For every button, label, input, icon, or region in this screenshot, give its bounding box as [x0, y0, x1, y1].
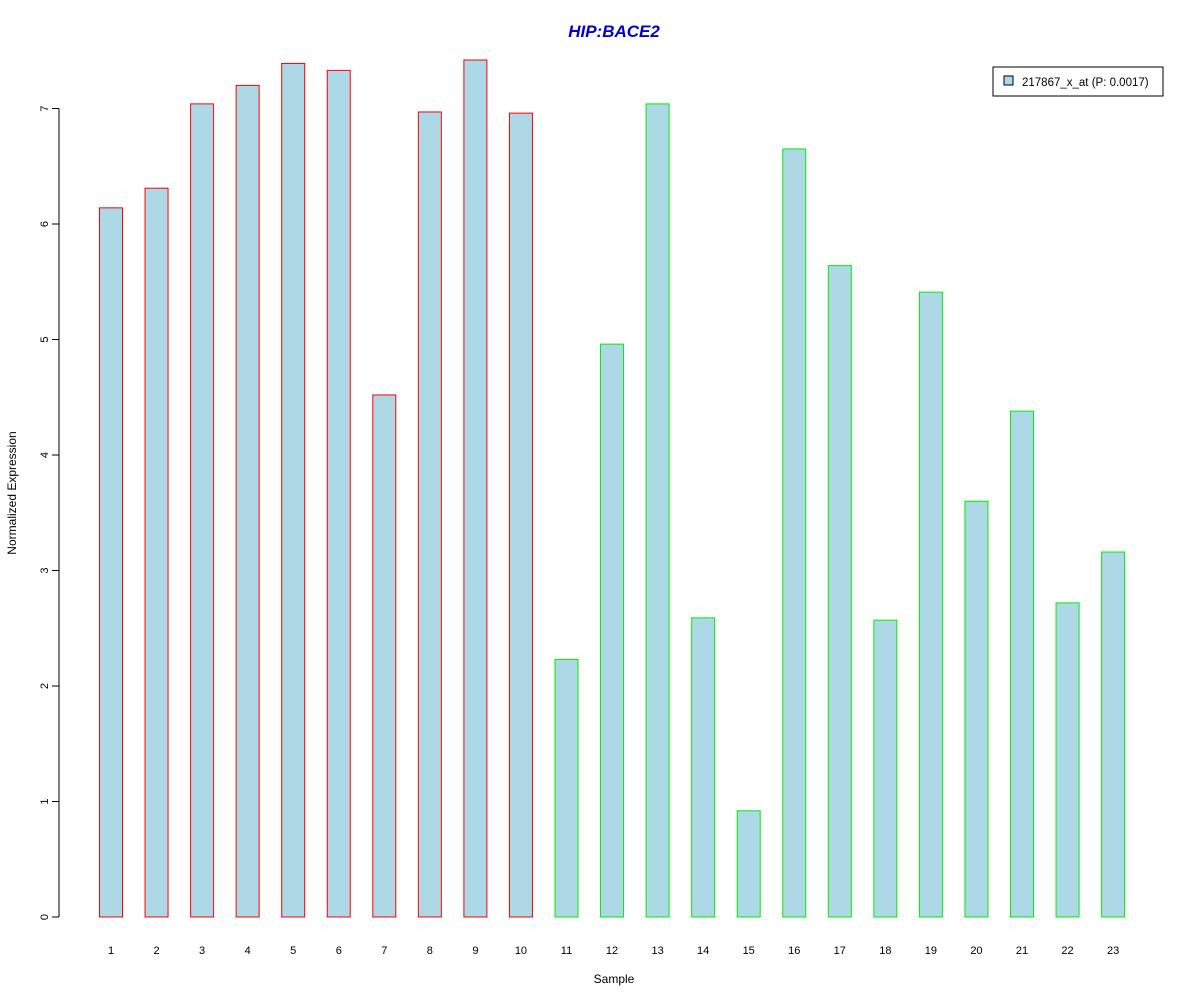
- y-tick-label: 1: [39, 798, 51, 804]
- x-tick-label: 10: [515, 945, 527, 957]
- bar-sample-8: [417, 111, 442, 918]
- bar-sample-7: [372, 394, 397, 918]
- x-axis-tick-labels: 1 2 3 4 5 6 7 8 9 10 11 12 13 14 15 16 17 18 19 20 21 22 23: [108, 945, 1119, 957]
- x-tick-label: 5: [290, 945, 296, 957]
- bar-sample-10: [508, 112, 533, 918]
- x-tick-label: 17: [834, 945, 846, 957]
- x-tick-label: 1: [108, 945, 114, 957]
- x-tick-label: 2: [153, 945, 159, 957]
- bar-sample-3: [190, 103, 215, 918]
- x-tick-label: 23: [1107, 945, 1119, 957]
- bar-sample-18: [873, 619, 898, 918]
- y-tick-label: 5: [39, 336, 51, 342]
- legend-box: [992, 66, 1164, 97]
- bars-group: [99, 59, 1126, 918]
- bar-sample-14: [691, 617, 716, 918]
- y-tick-label: 2: [39, 683, 51, 689]
- bar-sample-9: [463, 59, 488, 918]
- x-tick-label: 19: [925, 945, 937, 957]
- x-tick-label: 6: [336, 945, 342, 957]
- y-tick-label: 7: [39, 105, 51, 111]
- x-tick-label: 18: [879, 945, 891, 957]
- x-tick-label: 21: [1016, 945, 1028, 957]
- x-tick-label: 3: [199, 945, 205, 957]
- bar-sample-23: [1101, 551, 1126, 918]
- y-tick-label: 3: [39, 567, 51, 573]
- bar-sample-12: [600, 343, 625, 918]
- legend: 217867_x_at (P: 0.0017): [992, 66, 1164, 97]
- chart-title: HIP:BACE2: [568, 22, 660, 41]
- x-tick-label: 9: [472, 945, 478, 957]
- bar-sample-6: [326, 69, 351, 918]
- bar-sample-2: [144, 187, 169, 918]
- y-tick-label: 4: [39, 452, 51, 458]
- x-tick-label: 14: [697, 945, 709, 957]
- bar-sample-17: [827, 265, 852, 918]
- x-tick-label: 12: [606, 945, 618, 957]
- x-tick-label: 13: [651, 945, 663, 957]
- x-tick-label: 4: [245, 945, 251, 957]
- x-tick-label: 8: [427, 945, 433, 957]
- y-tick-label: 0: [39, 914, 51, 920]
- bar-sample-4: [235, 84, 260, 918]
- bar-sample-22: [1055, 602, 1080, 918]
- bar-sample-21: [1010, 410, 1034, 918]
- x-tick-label: 22: [1061, 945, 1073, 957]
- x-tick-label: 20: [970, 945, 982, 957]
- bar-sample-5: [281, 62, 306, 918]
- bar-sample-11: [554, 658, 579, 918]
- x-tick-label: 7: [381, 945, 387, 957]
- x-tick-label: 16: [788, 945, 800, 957]
- legend-series-label: 217867_x_at (P: 0.0017): [1022, 77, 1149, 89]
- y-axis-label: Normalized Expression: [5, 431, 19, 554]
- y-tick-label: 6: [39, 221, 51, 227]
- bar-sample-1: [99, 207, 123, 918]
- x-tick-label: 15: [743, 945, 755, 957]
- bar-sample-20: [964, 500, 989, 918]
- bar-sample-15: [736, 810, 761, 918]
- bar-sample-19: [918, 291, 943, 918]
- y-axis: 0 1 2 3 4 5 6 7: [39, 105, 60, 920]
- bar-sample-16: [782, 148, 807, 918]
- x-axis-label: Sample: [594, 972, 635, 986]
- legend-swatch: [1003, 75, 1014, 86]
- x-tick-label: 11: [561, 945, 572, 957]
- bar-sample-13: [645, 103, 670, 918]
